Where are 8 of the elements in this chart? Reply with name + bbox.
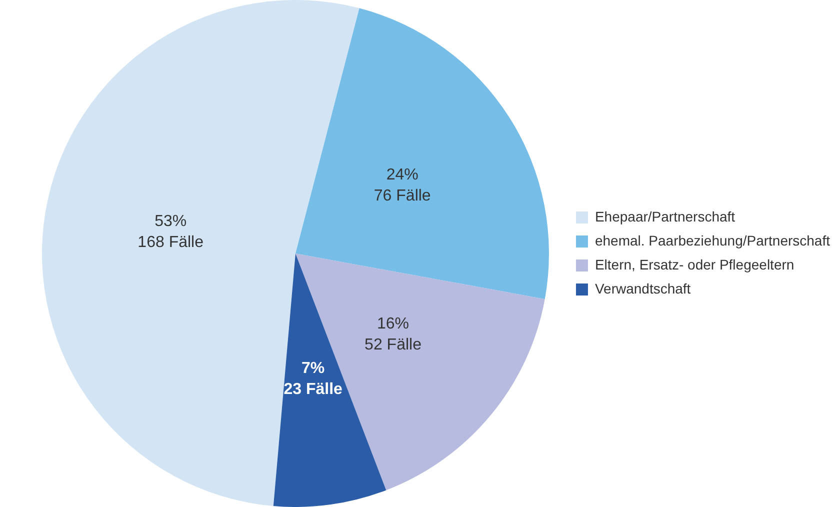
legend-label: ehemal. Paarbeziehung/Partnerschaft xyxy=(594,232,830,248)
legend-label: Eltern, Ersatz- oder Pflegeeltern xyxy=(594,256,794,272)
legend-label: Verwandtschaft xyxy=(594,280,691,296)
data-label: 24% 76 Fälle xyxy=(374,166,431,204)
data-label: 53% 168 Fälle xyxy=(138,212,204,251)
data-label: 7% 23 Fälle xyxy=(284,360,343,398)
legend-label: Ehepaar/Partnerschaft xyxy=(594,208,736,224)
data-label: 16% 52 Fälle xyxy=(364,315,422,354)
